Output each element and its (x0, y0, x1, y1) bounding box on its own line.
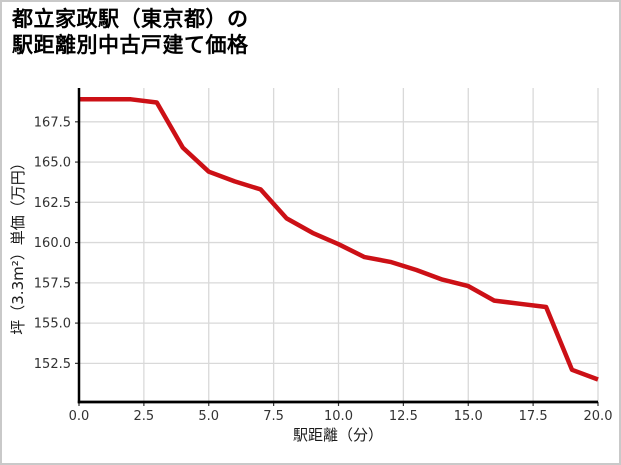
x-tick-label: 20.0 (584, 409, 613, 424)
x-tick-label: 15.0 (454, 409, 483, 424)
x-tick-label: 2.5 (134, 409, 155, 424)
chart-title: 都立家政駅（東京都）の 駅距離別中古戸建て価格 (12, 7, 249, 59)
y-tick-label: 157.5 (34, 276, 71, 291)
x-tick-label: 0.0 (69, 409, 90, 424)
y-tick-label: 165.0 (34, 156, 71, 171)
chart-title-line1: 都立家政駅（東京都）の (12, 8, 249, 31)
y-tick-label: 152.5 (34, 357, 71, 372)
x-tick-label: 17.5 (519, 409, 548, 424)
x-axis-title: 駅距離（分） (293, 426, 383, 444)
y-tick-label: 167.5 (34, 115, 71, 130)
y-axis-title: 坪（3.3m²）単価（万円） (9, 155, 27, 334)
y-tick-label: 162.5 (34, 196, 71, 211)
chart-title-line2: 駅距離別中古戸建て価格 (12, 34, 249, 57)
price-line (79, 97, 599, 382)
x-tick-label: 7.5 (263, 409, 284, 424)
x-tick-label: 5.0 (198, 409, 219, 424)
y-tick-label: 155.0 (34, 317, 71, 332)
x-tick-label: 10.0 (324, 409, 353, 424)
x-tick-label: 12.5 (389, 409, 418, 424)
y-tick-label: 160.0 (34, 236, 71, 251)
